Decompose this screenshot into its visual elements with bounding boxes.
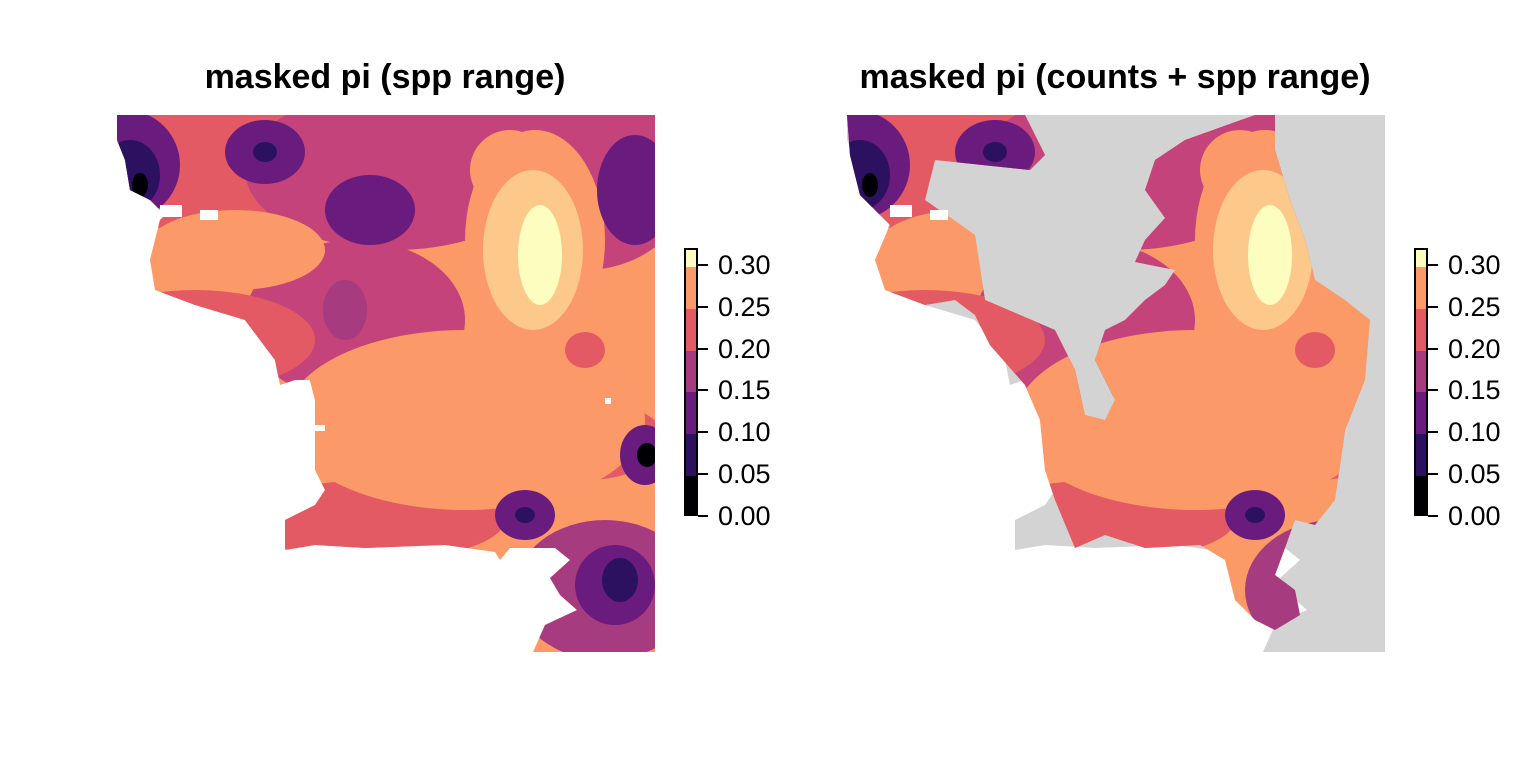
legend-colorbar-left [684,248,698,516]
zone-purple-coast [117,115,180,220]
raster-map-right [847,115,1385,652]
raster-map-left [117,115,655,652]
legend-bin-2 [1416,392,1426,435]
peak-yellow [518,205,562,305]
legend-bin-0 [686,476,696,514]
legend-tick [698,431,708,434]
legend-label: 0.25 [718,291,771,322]
legend-label: 0.15 [718,375,771,406]
spot-black-7 [637,443,655,467]
legend-bin-4 [686,308,696,351]
zone-dark-coast-r [847,140,890,210]
panel-title-right: masked pi (counts + spp range) [859,58,1371,96]
legend-bin-2 [686,392,696,435]
spot-black-coast [132,173,148,197]
zone-dark-coast [117,140,160,210]
peak-yellow-r [1248,205,1292,305]
spot-dark-6 [602,558,638,602]
legend-tick [698,389,708,392]
mask-gap-r1 [890,205,912,217]
legend-label: 0.05 [718,459,771,490]
legend-tick [698,473,708,476]
legend-label: 0.10 [718,417,771,448]
zone-orange-c-r [1015,330,1370,510]
legend-tick [1428,347,1438,350]
legend-tick [698,347,708,350]
legend-bin-3 [686,350,696,393]
zone-orange-w [145,210,325,290]
zone-red-w [117,290,315,390]
legend-bin-1 [1416,434,1426,477]
spot-dark-5-r [1245,507,1265,523]
legend-left: 0.00 0.05 0.10 0.15 0.20 0.25 0.30 [684,248,814,530]
legend-label: 0.00 [718,501,771,531]
legend-bin-1 [686,434,696,477]
legend-tick [1428,473,1438,476]
legend-colorbar-right [1414,248,1428,516]
legend-tick [698,515,708,517]
legend-label: 0.25 [1448,291,1501,322]
panel-title-left: masked pi (spp range) [204,58,566,96]
legend-label: 0.05 [1448,459,1501,490]
legend-tick [1428,263,1438,266]
legend-label: 0.00 [1448,501,1501,531]
legend-bin-5 [1416,266,1426,309]
legend-bin-6 [1416,250,1426,267]
spot-red-8 [565,332,605,368]
legend-tick [1428,389,1438,392]
legend-tick [1428,515,1438,517]
legend-label: 0.15 [1448,375,1501,406]
legend-bin-6 [686,250,696,267]
mask-gap-1 [160,205,182,217]
legend-right: 0.00 0.05 0.10 0.15 0.20 0.25 0.30 [1414,248,1536,530]
legend-label: 0.30 [718,249,771,280]
legend-label: 0.30 [1448,249,1501,280]
legend-label: 0.10 [1448,417,1501,448]
spot-dark-1-r [983,142,1007,162]
spot-purple-3 [597,135,655,245]
mask-gap-4 [605,398,611,404]
spot-dark-1 [253,142,277,162]
spot-black-coast-r [862,173,878,197]
spot-red-8-r [1295,332,1335,368]
legend-bin-4 [1416,308,1426,351]
spot-dark-5 [515,507,535,523]
mask-gap-3 [315,425,325,431]
mask-gap-2 [200,210,218,220]
spot-purple-2 [325,175,415,245]
legend-tick [698,263,708,266]
legend-bin-5 [686,266,696,309]
spot-magenta-4 [323,280,367,340]
legend-label: 0.20 [718,333,771,364]
zone-orange-c [285,330,645,510]
legend-bin-0 [1416,476,1426,514]
legend-bin-3 [1416,350,1426,393]
mask-gap-r2 [930,210,948,220]
legend-tick [1428,305,1438,308]
legend-tick [698,305,708,308]
legend-label: 0.20 [1448,333,1501,364]
legend-tick [1428,431,1438,434]
